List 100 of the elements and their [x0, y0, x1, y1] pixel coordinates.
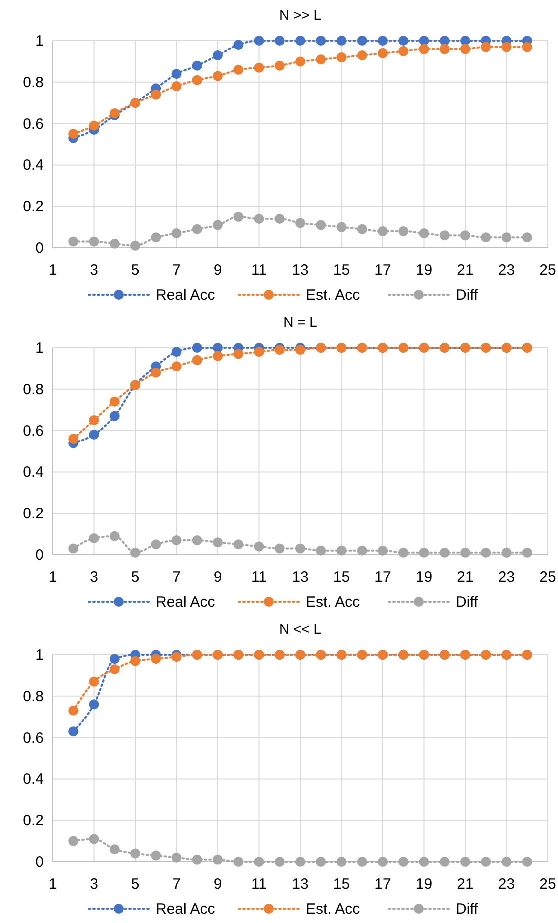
point	[357, 50, 368, 60]
point	[254, 214, 264, 224]
legend-label: Real Acc	[156, 901, 216, 918]
point	[336, 546, 347, 556]
legend-label: Real Acc	[156, 594, 216, 611]
chart-title: N << L	[279, 621, 322, 637]
point	[254, 62, 264, 73]
legend-label: Diff	[456, 594, 480, 611]
point	[151, 654, 162, 664]
y-tick-label: 0.4	[23, 771, 44, 788]
point	[172, 362, 182, 372]
point	[89, 415, 100, 426]
point	[522, 857, 532, 867]
point	[296, 56, 306, 67]
point	[274, 544, 285, 554]
point	[460, 548, 470, 558]
point	[254, 347, 264, 358]
x-tick-label: 15	[333, 262, 350, 279]
point	[130, 848, 140, 859]
legend-label: Est. Acc	[306, 287, 361, 304]
x-tick-label: 25	[540, 262, 556, 279]
point	[502, 42, 512, 52]
point	[254, 542, 264, 552]
x-tick-label: 1	[48, 876, 58, 893]
point	[378, 226, 388, 236]
point	[296, 544, 306, 554]
y-tick-label: 0.2	[23, 506, 44, 523]
point	[274, 36, 285, 46]
point	[234, 40, 244, 50]
x-tick-label: 1	[48, 569, 58, 586]
x-tick-label: 21	[457, 876, 474, 893]
point	[213, 538, 223, 548]
point	[151, 368, 162, 378]
point	[419, 44, 430, 54]
point	[378, 546, 388, 556]
point	[68, 706, 79, 716]
x-tick-label: 15	[333, 876, 350, 893]
x-tick-label: 9	[214, 569, 222, 586]
point	[316, 220, 326, 230]
point	[296, 857, 306, 867]
point	[357, 546, 368, 556]
point	[234, 349, 244, 360]
point	[522, 548, 532, 558]
point	[336, 222, 347, 232]
point	[419, 36, 430, 46]
x-tick-label: 9	[214, 262, 222, 279]
point	[398, 46, 409, 56]
point	[357, 857, 368, 867]
point	[192, 75, 202, 86]
legend-label: Est. Acc	[306, 901, 361, 918]
point	[234, 540, 244, 550]
point	[274, 345, 285, 356]
y-tick-label: 0	[36, 240, 44, 257]
point	[502, 548, 512, 558]
point	[296, 345, 306, 356]
point	[398, 857, 409, 867]
point	[172, 347, 182, 358]
point	[89, 676, 100, 687]
x-tick-label: 3	[90, 876, 98, 893]
point	[172, 69, 182, 80]
point	[234, 64, 244, 75]
point	[440, 44, 450, 54]
point	[130, 548, 140, 558]
x-tick-label: 17	[374, 262, 392, 279]
point	[460, 230, 470, 241]
x-tick-label: 21	[457, 569, 474, 586]
point	[110, 654, 120, 664]
chart-title: N = L	[284, 314, 318, 330]
x-tick-label: 13	[292, 262, 309, 279]
point	[460, 857, 470, 867]
x-tick-label: 1	[48, 262, 58, 279]
point	[151, 90, 162, 100]
point	[89, 120, 100, 131]
point	[68, 836, 79, 846]
point	[110, 411, 120, 422]
x-tick-label: 11	[251, 569, 268, 586]
point	[213, 854, 223, 865]
legend-label: Real Acc	[156, 287, 216, 304]
point	[151, 232, 162, 243]
x-tick-label: 5	[131, 262, 140, 279]
point	[89, 430, 100, 440]
point	[378, 857, 388, 867]
point	[398, 226, 409, 236]
x-tick-label: 13	[292, 876, 309, 893]
point	[336, 52, 347, 63]
point	[481, 232, 492, 243]
point	[378, 48, 388, 58]
point	[110, 664, 120, 674]
point	[234, 857, 244, 867]
point	[481, 857, 492, 867]
point	[213, 50, 223, 60]
point	[213, 71, 223, 82]
point	[357, 36, 368, 46]
legend-label: Diff	[456, 901, 480, 918]
point	[89, 834, 100, 844]
point	[172, 228, 182, 239]
point	[316, 36, 326, 46]
point	[522, 232, 532, 243]
point	[192, 60, 202, 71]
point	[460, 44, 470, 54]
